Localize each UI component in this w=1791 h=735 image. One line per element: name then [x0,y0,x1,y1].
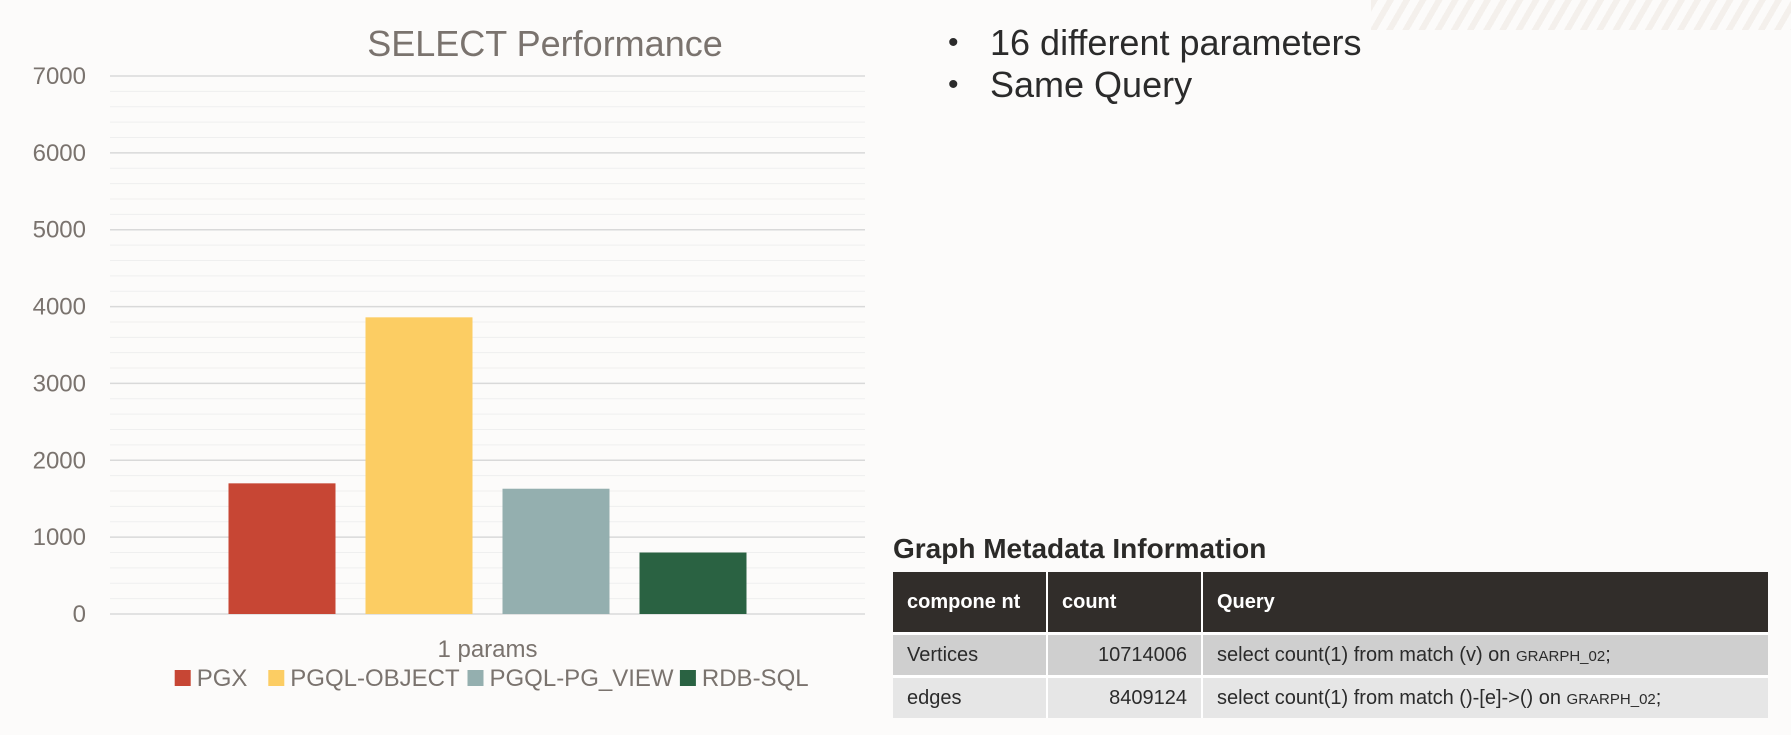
chart-title: SELECT Performance [367,23,722,64]
chart-legend: PGX PGQL-OBJECT PGQL-PG_VIEW RDB-SQL [174,665,809,692]
chart-grid [110,75,865,615]
cell-component: edges [893,675,1048,718]
table-header-row: compone nt count Query [893,572,1768,634]
legend-label: PGQL-OBJECT [290,665,460,692]
cell-component: Vertices [893,632,1048,677]
legend-swatch [174,670,191,686]
legend-swatch [679,670,696,686]
query-graph-name: GRARPH_02 [1515,647,1606,665]
decorative-pattern [1371,0,1791,30]
y-tick-label: 5000 [33,217,86,244]
header-count: count [1047,572,1203,634]
y-tick-label: 3000 [33,370,86,397]
table-title: Graph Metadata Information [893,533,1267,564]
x-tick-label: 1 params [437,636,537,663]
legend-label: RDB-SQL [702,665,809,692]
header-query: Query [1202,572,1768,634]
query-text: select count(1) from match ()-[e]->() on [1217,686,1567,709]
bar-rdb-sql [639,552,747,614]
legend-label: PGQL-PG_VIEW [490,665,674,692]
bullet-dot: • [948,68,959,101]
bullet-item: • Same Query [940,64,1362,106]
query-graph-name: GRARPH_02 [1566,690,1656,708]
bullet-dot: • [948,26,959,59]
cell-query: select count(1) from match ()-[e]->() on… [1202,675,1768,718]
cell-count: 10714006 [1047,632,1203,677]
bar-pgql-pg-view [502,488,610,614]
table-row: Vertices 10714006 select count(1) from m… [893,632,1768,677]
graph-metadata-table: compone nt count Query Vertices 10714006… [893,572,1768,718]
y-tick-label: 6000 [33,140,86,167]
query-terminator: ; [1655,686,1662,709]
header-component: compone nt [893,572,1048,634]
y-tick-label: 2000 [33,447,86,474]
bullet-text: Same Query [990,64,1193,105]
bar-pgql-object [365,317,473,614]
query-terminator: ; [1605,643,1611,666]
bullet-text: 16 different parameters [990,22,1362,63]
y-tick-label: 0 [73,601,86,628]
bar-pgx [228,483,336,614]
y-axis: 0 1000 2000 3000 4000 5000 6000 7000 [33,63,86,628]
bullet-item: • 16 different parameters [940,22,1362,64]
table-row: edges 8409124 select count(1) from match… [893,675,1768,718]
legend-swatch [268,670,285,686]
query-text: select count(1) from match (v) on [1217,643,1516,666]
x-axis: 1 params [437,636,537,663]
y-tick-label: 4000 [33,294,86,321]
y-tick-label: 7000 [33,63,86,90]
cell-count: 8409124 [1047,675,1203,718]
cell-query: select count(1) from match (v) on GRARPH… [1202,632,1768,677]
legend-label: PGX [197,665,248,692]
select-performance-chart: SELECT Performance 0 1000 2000 3000 4000 5000… [33,23,865,692]
chart-bars [228,317,747,614]
legend-swatch [467,670,484,686]
y-tick-label: 1000 [33,524,86,551]
bullet-list: • 16 different parameters • Same Query [940,22,1362,106]
